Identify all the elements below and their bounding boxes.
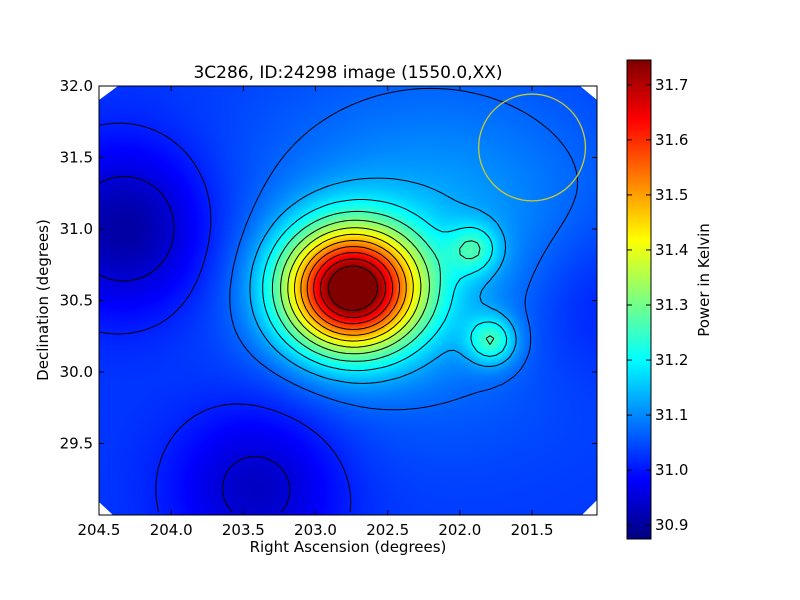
colorbar-tick-label: 31.6	[655, 131, 688, 149]
contour-level-0	[99, 176, 291, 513]
colorbar-tick-label: 31.1	[655, 406, 688, 424]
colorbar-tick-label: 31.0	[655, 461, 688, 479]
x-tick-label: 203.0	[294, 521, 337, 539]
contour-level-4	[262, 199, 508, 372]
colorbar-tick-label: 31.5	[655, 186, 688, 204]
colorbar	[626, 59, 652, 540]
contour-lines	[99, 87, 579, 513]
beam-circle	[477, 93, 587, 202]
x-tick-label: 202.0	[438, 521, 481, 539]
contour-level-2	[229, 87, 579, 411]
contour-level-7	[287, 227, 422, 348]
contour-level-6	[280, 219, 430, 355]
contour-level-1	[99, 122, 352, 513]
contour-level-12	[320, 258, 387, 318]
corner-mask-tl	[99, 86, 118, 100]
contour-level-8	[294, 233, 414, 342]
x-tick-label: 204.5	[78, 521, 121, 539]
corner-mask-br	[582, 500, 597, 515]
corner-mask-tr	[580, 86, 597, 100]
x-tick-label: 203.5	[222, 521, 265, 539]
chart-title: 3C286, ID:24298 image (1550.0,XX)	[193, 63, 502, 83]
heatmap-image	[99, 86, 597, 515]
colorbar-tick-label: 30.9	[655, 516, 688, 534]
contour-level-9	[300, 240, 407, 336]
x-axis-label: Right Ascension (degrees)	[250, 538, 447, 556]
y-axis-label: Declination (degrees)	[34, 219, 52, 381]
colorbar-tick-label: 31.7	[655, 76, 688, 94]
contour-level-3	[249, 177, 517, 384]
y-tick-label: 30.5	[60, 292, 93, 310]
x-tick-label: 204.0	[150, 521, 193, 539]
contour-level-13	[327, 265, 378, 311]
contour-level-5	[271, 210, 495, 362]
y-axis: 32.0 31.5 31.0 30.5 30.0 29.5	[60, 77, 597, 453]
x-tick-label: 202.5	[366, 521, 409, 539]
contour-level-11	[313, 252, 394, 325]
colorbar-tick-label: 31.3	[655, 296, 688, 314]
colorbar-label: Power in Kelvin	[695, 223, 713, 337]
contour-level-10	[306, 246, 400, 330]
x-axis: 204.5 204.0 203.5 203.0 202.5 202.0 201.5	[78, 86, 554, 539]
colorbar-tick-label: 31.4	[655, 241, 688, 259]
y-tick-label: 32.0	[60, 77, 93, 95]
corner-mask-bl	[99, 502, 113, 515]
x-tick-label: 201.5	[511, 521, 554, 539]
y-tick-label: 31.5	[60, 149, 93, 167]
colorbar-tick-label: 31.2	[655, 351, 688, 369]
y-tick-label: 29.5	[60, 435, 93, 453]
y-tick-label: 31.0	[60, 220, 93, 238]
colorbar-ticks: 31.7 31.6 31.5 31.4 31.3 31.2 31.1 31.0 30.9	[627, 76, 688, 534]
y-tick-label: 30.0	[60, 363, 93, 381]
plot-area	[99, 86, 597, 515]
